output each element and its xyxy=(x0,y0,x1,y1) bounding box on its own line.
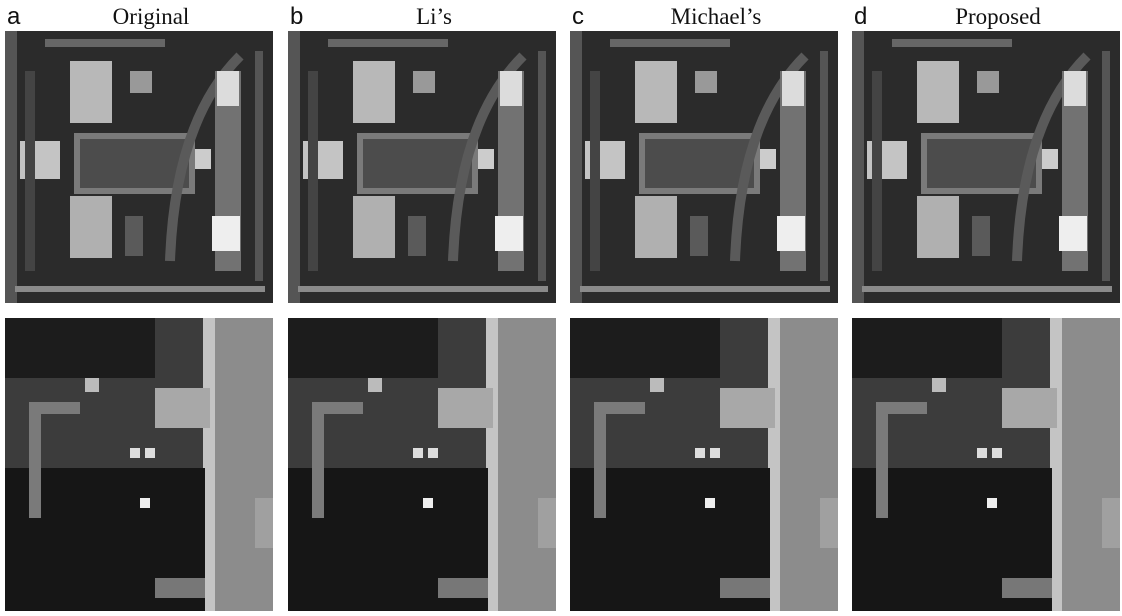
panel-letter: d xyxy=(854,3,867,30)
panel-title: Li’s xyxy=(416,4,452,29)
panel: d Proposed xyxy=(852,3,1120,611)
panel-title: Original xyxy=(113,4,190,29)
image-top xyxy=(570,31,838,303)
panel: a Original xyxy=(5,3,273,611)
panel-letter: b xyxy=(290,3,303,30)
image-top xyxy=(5,31,273,303)
panel-letter: a xyxy=(7,3,21,30)
image-bottom xyxy=(288,318,556,611)
image-bottom xyxy=(852,318,1120,611)
panel: b Li’s xyxy=(288,3,556,611)
image-bottom xyxy=(570,318,838,611)
image-bottom xyxy=(5,318,273,611)
image-top xyxy=(288,31,556,303)
panel-title: Proposed xyxy=(955,4,1041,29)
image-top xyxy=(852,31,1120,303)
panel-letter: c xyxy=(572,3,584,30)
figure: a Original b Li’s c Michael’s d Proposed xyxy=(0,0,1122,611)
panel: c Michael’s xyxy=(570,3,838,611)
panel-title: Michael’s xyxy=(671,4,762,29)
